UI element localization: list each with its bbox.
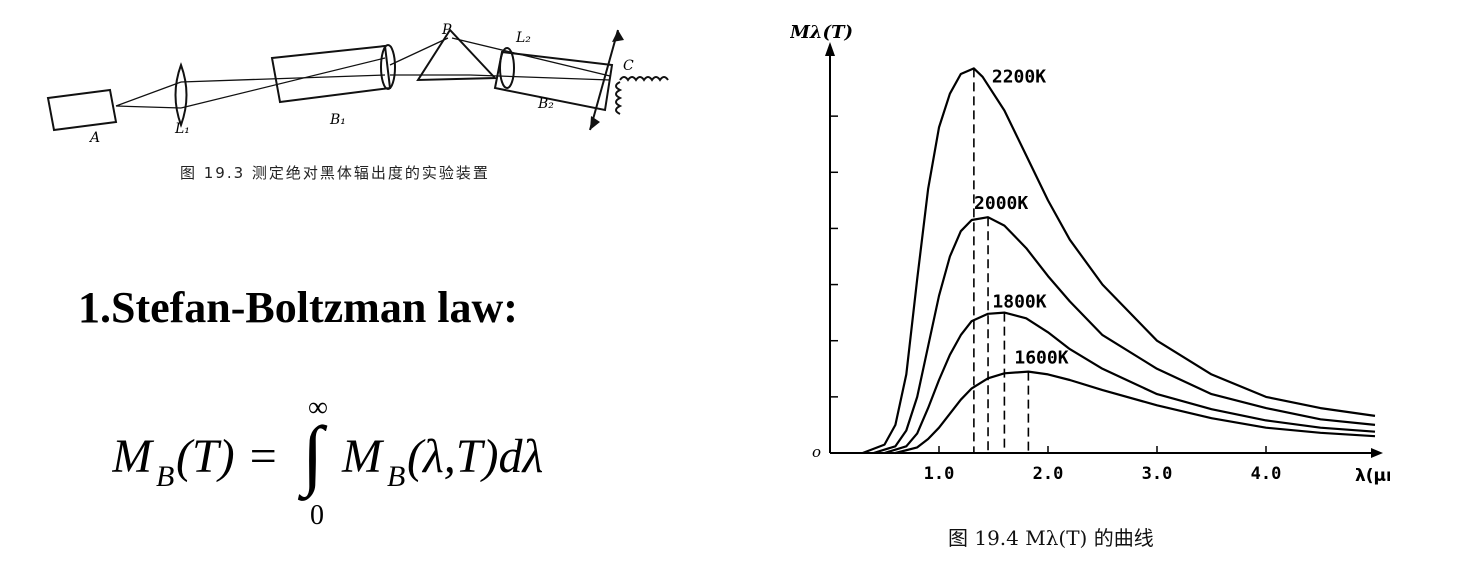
- lens-l1: [174, 62, 188, 128]
- series-line-1600K: [895, 370, 1376, 455]
- series-label-1600K: 1600K: [1014, 348, 1068, 369]
- chart-text: 1.0 2.0 3.0 4.0 λ(μm) Mλ(T) o 2200K 2000K 1800K 16…: [790, 22, 1390, 486]
- label-l1: L₁: [174, 121, 190, 137]
- stefan-boltzmann-formula: M B (T) = ∫ ∞ 0 M B (λ,T)dλ: [112, 392, 543, 531]
- source-box-a: [46, 88, 118, 132]
- label-l2: L₂: [515, 30, 531, 46]
- formula-lower-limit: 0: [310, 500, 324, 531]
- apparatus-diagram: A L₁ B₁ P L₂ B₂ C: [46, 22, 669, 146]
- lens-l2: [499, 47, 515, 89]
- y-axis-label: Mλ(T): [790, 22, 853, 43]
- x-axis-label: λ(μm): [1355, 466, 1390, 486]
- label-b2: B₂: [537, 96, 554, 112]
- series-label-2200K: 2200K: [992, 66, 1046, 87]
- figure-19-4-caption: 图 19.4 Mλ(T) 的曲线: [948, 526, 1154, 550]
- series-line-2000K: [873, 216, 1376, 455]
- series-label-1800K: 1800K: [992, 292, 1046, 313]
- formula-integrand: M: [341, 430, 385, 483]
- formula-lhs-sub: B: [156, 460, 174, 493]
- formula-lhs: M: [112, 430, 155, 483]
- collimator-b1: [270, 44, 392, 104]
- coil-c: [619, 76, 669, 82]
- series-line-1800K: [884, 311, 1376, 455]
- formula-upper-limit: ∞: [308, 392, 328, 423]
- collimator-b1-lens: [380, 44, 396, 90]
- figure-19-3-caption: 图 19.3 测定绝对黑体辐出度的实验装置: [180, 164, 490, 182]
- formula-lhs-arg: (T) =: [176, 430, 279, 483]
- x-tick-label: 1.0: [924, 464, 955, 484]
- label-p: P: [441, 22, 452, 38]
- label-a: A: [88, 130, 100, 146]
- x-tick-label: 4.0: [1251, 464, 1282, 484]
- series-line-2200K: [862, 67, 1376, 455]
- formula-integrand-sub: B: [387, 460, 405, 493]
- label-b1: B₁: [329, 112, 346, 128]
- y-axis-arrow: [825, 42, 835, 56]
- chart-axes: [825, 42, 1383, 458]
- formula-integrand-arg: (λ,T)dλ: [407, 430, 543, 483]
- chart-series: [862, 67, 1376, 455]
- label-c: C: [623, 58, 634, 74]
- peak-dash-lines: [973, 68, 1030, 453]
- stefan-boltzmann-heading: 1.Stefan-Boltzman law:: [78, 283, 518, 332]
- x-tick-label: 3.0: [1142, 464, 1173, 484]
- integral-sign: ∫: [297, 410, 328, 501]
- x-axis-arrow: [1371, 448, 1383, 458]
- coil-c-down: [615, 81, 623, 115]
- x-tick-label: 2.0: [1033, 464, 1064, 484]
- prism-p: [416, 28, 498, 82]
- ray-lines: [115, 37, 611, 109]
- series-label-2000K: 2000K: [974, 193, 1028, 214]
- planck-curves-chart: 1.0 2.0 3.0 4.0 λ(μm) Mλ(T) o 2200K 2000K 1800K 16…: [790, 22, 1390, 486]
- origin-label: o: [812, 443, 821, 461]
